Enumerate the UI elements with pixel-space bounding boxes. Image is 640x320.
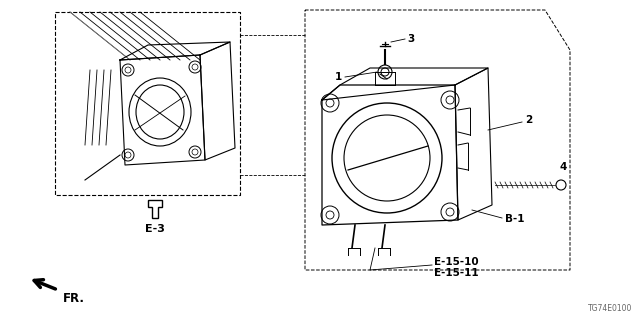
- Text: 2: 2: [525, 115, 532, 125]
- Polygon shape: [148, 200, 162, 218]
- Text: 3: 3: [407, 34, 414, 44]
- Circle shape: [378, 65, 392, 79]
- Text: 4: 4: [559, 162, 566, 172]
- Text: B-1: B-1: [505, 214, 525, 224]
- Text: TG74E0100: TG74E0100: [588, 304, 632, 313]
- Text: E-15-10: E-15-10: [434, 257, 479, 267]
- Text: E-3: E-3: [145, 224, 165, 234]
- Text: 1: 1: [335, 72, 342, 82]
- Text: E-15-11: E-15-11: [434, 268, 479, 278]
- Text: FR.: FR.: [63, 292, 85, 305]
